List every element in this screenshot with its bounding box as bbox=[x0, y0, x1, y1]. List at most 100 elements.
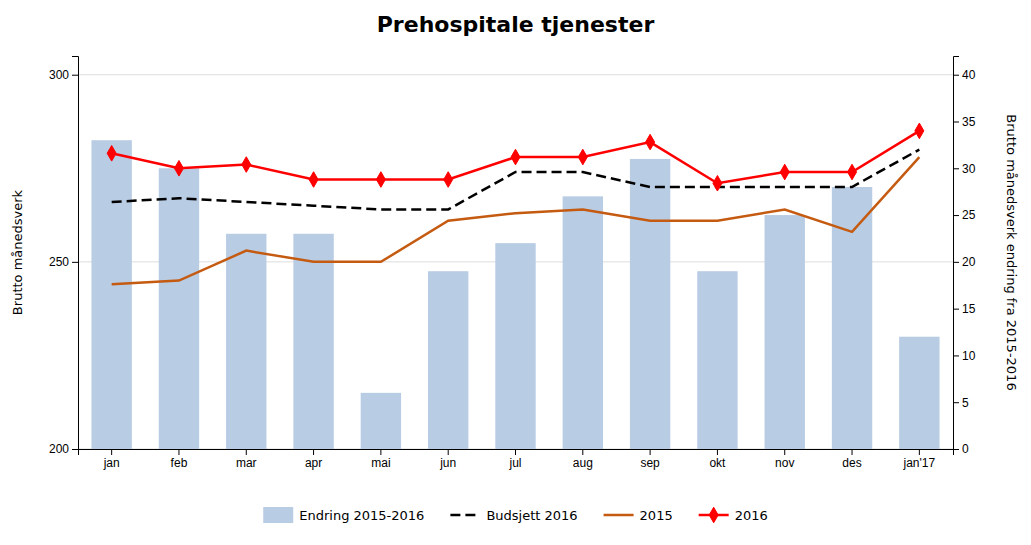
line bbox=[112, 150, 920, 210]
tick: 40 bbox=[953, 68, 976, 82]
tick-mark bbox=[852, 449, 853, 455]
tick-mark bbox=[953, 355, 959, 356]
tick: 5 bbox=[953, 396, 969, 410]
line bbox=[112, 131, 920, 183]
tick: jan bbox=[103, 449, 120, 470]
title: Prehospitale tjenester bbox=[377, 12, 655, 37]
chart: janfebmaraprmaijunjulaugsepoktnovdesjan'… bbox=[0, 0, 1031, 545]
y2-axis: 0510152025303540 bbox=[953, 57, 976, 457]
legend-item: Budsjett 2016 bbox=[450, 508, 577, 523]
marker bbox=[713, 175, 722, 191]
marker bbox=[107, 146, 116, 162]
tick: 15 bbox=[953, 302, 976, 316]
tick-label: 15 bbox=[962, 302, 976, 316]
bar bbox=[899, 337, 939, 449]
tick-label: apr bbox=[305, 456, 322, 470]
tick-mark bbox=[919, 449, 920, 455]
tick: jan'17 bbox=[903, 449, 936, 470]
y-axis-title: Brutto månedsverk bbox=[10, 189, 25, 315]
tick-label: 0 bbox=[962, 442, 969, 456]
tick: mai bbox=[371, 449, 390, 470]
marker bbox=[511, 149, 520, 165]
tick-mark bbox=[953, 122, 959, 123]
tick: 30 bbox=[953, 162, 976, 176]
tick-label: okt bbox=[709, 456, 726, 470]
tick-label: jan'17 bbox=[903, 456, 936, 470]
tick-label: aug bbox=[573, 456, 593, 470]
tick-mark bbox=[717, 449, 718, 455]
legend-swatch bbox=[450, 514, 480, 517]
marks bbox=[91, 123, 939, 449]
tick: okt bbox=[709, 449, 726, 470]
legend: Endring 2015-2016 Budsjett 2016 2015 2016 bbox=[263, 507, 768, 523]
tick: 0 bbox=[953, 442, 969, 456]
bar bbox=[226, 234, 266, 449]
bar bbox=[361, 393, 401, 449]
tick-mark bbox=[953, 215, 959, 216]
marker bbox=[174, 160, 183, 176]
tick: 35 bbox=[953, 115, 976, 129]
bar bbox=[293, 234, 333, 449]
legend-item: 2015 bbox=[604, 508, 673, 523]
tick-mark bbox=[784, 449, 785, 455]
marker bbox=[646, 134, 655, 150]
bar bbox=[697, 271, 737, 449]
tick-mark bbox=[380, 449, 381, 455]
marker bbox=[915, 123, 924, 139]
axis-line bbox=[954, 57, 960, 450]
tick-mark bbox=[72, 75, 78, 76]
legend-swatch bbox=[604, 514, 634, 517]
tick-label: 200 bbox=[49, 442, 69, 456]
tick-label: nov bbox=[775, 456, 794, 470]
bar bbox=[91, 140, 131, 449]
grid bbox=[78, 75, 953, 449]
tick-mark bbox=[72, 262, 78, 263]
tick: sep bbox=[640, 449, 660, 470]
tick: des bbox=[842, 449, 861, 470]
bar bbox=[563, 196, 603, 449]
tick-mark bbox=[111, 449, 112, 455]
legend-label: Endring 2015-2016 bbox=[299, 508, 424, 523]
tick: 200 bbox=[49, 442, 78, 456]
bar bbox=[495, 243, 535, 449]
tick-mark bbox=[953, 75, 959, 76]
tick: nov bbox=[775, 449, 794, 470]
tick-mark bbox=[953, 309, 959, 310]
marker bbox=[376, 172, 385, 188]
y-axis: 200250300 bbox=[49, 57, 79, 457]
tick-label: 35 bbox=[962, 115, 976, 129]
tick-label: sep bbox=[640, 456, 660, 470]
tick-mark bbox=[953, 262, 959, 263]
tick-mark bbox=[313, 449, 314, 455]
tick-label: mar bbox=[236, 456, 257, 470]
tick-mark bbox=[953, 168, 959, 169]
tick-mark bbox=[178, 449, 179, 455]
tick-mark bbox=[953, 402, 959, 403]
marker bbox=[242, 157, 251, 173]
tick-label: des bbox=[842, 456, 861, 470]
legend-label: Budsjett 2016 bbox=[486, 508, 577, 523]
grid-line bbox=[78, 74, 953, 75]
tick-label: 40 bbox=[962, 68, 976, 82]
tick-label: jun bbox=[439, 456, 456, 470]
tick-mark bbox=[953, 449, 959, 450]
tick: 20 bbox=[953, 255, 976, 269]
bar bbox=[630, 159, 670, 449]
marker bbox=[578, 149, 587, 165]
bar bbox=[159, 168, 199, 449]
axis-line bbox=[79, 450, 954, 456]
axis-line bbox=[72, 57, 79, 450]
marker bbox=[444, 172, 453, 188]
tick-mark bbox=[246, 449, 247, 455]
legend-item: 2016 bbox=[699, 507, 768, 523]
tick-label: 30 bbox=[962, 162, 976, 176]
tick: feb bbox=[171, 449, 188, 470]
legend-item: Endring 2015-2016 bbox=[263, 507, 424, 523]
tick: mar bbox=[236, 449, 257, 470]
bar-series bbox=[91, 140, 939, 449]
tick-label: mai bbox=[371, 456, 390, 470]
tick-mark bbox=[650, 449, 651, 455]
tick-mark bbox=[72, 449, 78, 450]
tick-label: 300 bbox=[49, 68, 69, 82]
tick-label: feb bbox=[171, 456, 188, 470]
